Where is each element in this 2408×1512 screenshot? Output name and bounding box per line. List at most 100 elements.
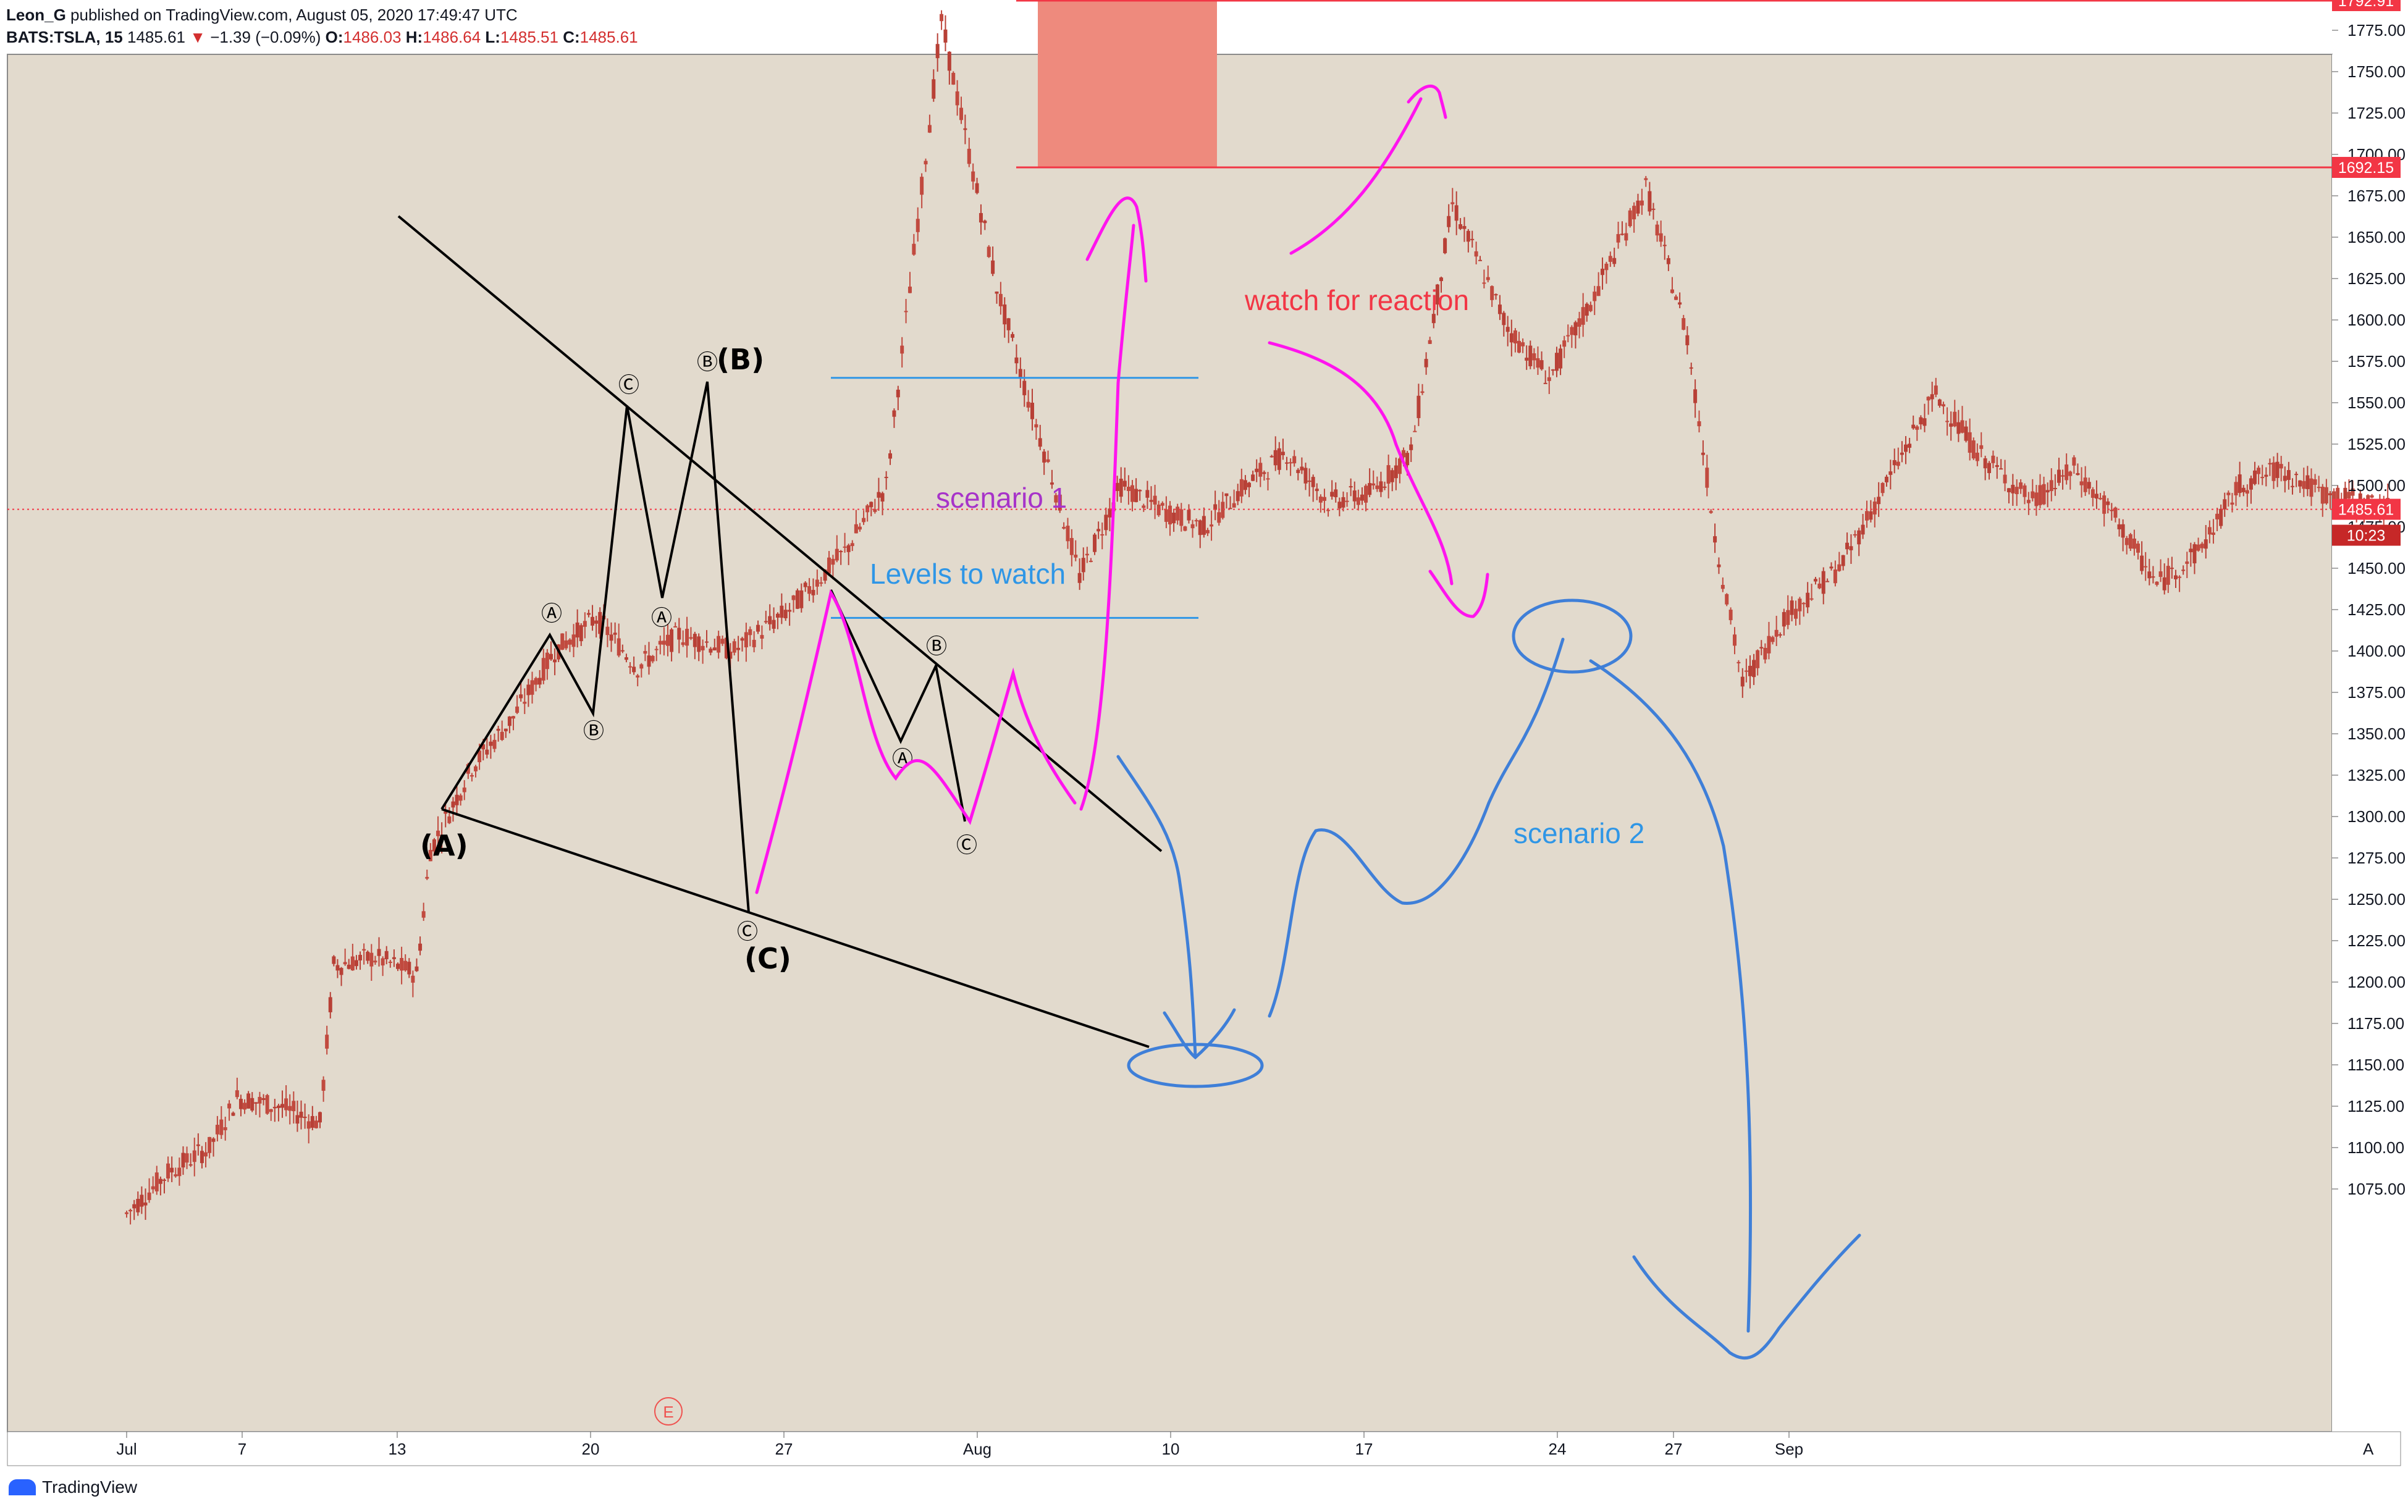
candle-body [2257, 468, 2261, 474]
candle-body [1869, 511, 1873, 520]
candle-body [455, 794, 459, 805]
y-tick-label: 1275.00 [2347, 849, 2406, 867]
y-tick-label: 1675.00 [2347, 187, 2406, 205]
candle-body [541, 658, 545, 681]
candle-body [2178, 576, 2182, 578]
scenario-2-arrowhead [1632, 1233, 1861, 1360]
price-axis[interactable] [2332, 54, 2401, 1432]
candle-body [1502, 313, 1506, 326]
candle-body [2019, 482, 2023, 489]
candle-body [1289, 462, 1293, 464]
auto-scale-button: A [2363, 1440, 2374, 1458]
candle-body [1651, 208, 1656, 210]
candle-body [1573, 322, 1578, 335]
scenario-2-path [1589, 659, 1753, 1333]
candle-body [1995, 465, 1999, 468]
candle-body [862, 518, 866, 523]
candle-body [568, 639, 572, 645]
candle-body [575, 622, 579, 638]
candle-body [125, 1212, 128, 1214]
candle-body [1767, 636, 1771, 653]
candle-body [354, 960, 358, 967]
candle-body [1790, 600, 1794, 615]
candle-body [670, 629, 674, 652]
scenario-1-arrowhead [1085, 196, 1148, 283]
candle-body [192, 1150, 196, 1162]
candle-body [1194, 520, 1198, 522]
candle-body [362, 949, 366, 951]
candle-body [1058, 494, 1062, 511]
candle-body [740, 638, 744, 641]
y-tick-label: 1300.00 [2347, 807, 2406, 826]
scenario-2-path [1268, 637, 1565, 1018]
candle-body [783, 610, 788, 618]
subwave-label: Ⓒ [618, 373, 639, 398]
candle-body [1490, 286, 1494, 300]
candle-body [803, 582, 807, 587]
y-tick-label: 1375.00 [2347, 683, 2406, 702]
y-tick-label: 1075.00 [2347, 1180, 2406, 1198]
candle-body [1794, 608, 1798, 619]
candle-body [458, 795, 463, 801]
candle-body [1160, 503, 1164, 506]
price-tag [2332, 0, 2401, 12]
candle-body [1447, 216, 1451, 227]
candle-body [1413, 430, 1417, 432]
candle-body [1725, 594, 1729, 605]
candle-body [1593, 292, 1597, 301]
candle-body [748, 629, 752, 636]
price-tag [2332, 524, 2401, 546]
candle-body [869, 502, 874, 508]
candle-body [1224, 493, 1229, 497]
candle-body [1142, 505, 1146, 508]
tradingview-logo[interactable]: TradingView [9, 1477, 137, 1497]
y-tick-label: 1525.00 [2347, 435, 2406, 453]
candle-body [1397, 458, 1402, 474]
chart-pane[interactable] [7, 54, 2333, 1432]
candle-body [154, 1172, 159, 1191]
last-price: 1485.61 [127, 28, 185, 46]
symbol-label[interactable]: BATS:TSLA, 15 [6, 28, 123, 46]
candle-body [1813, 579, 1817, 582]
candle-body [594, 620, 599, 624]
candle-body [143, 1202, 148, 1206]
candle-body [1482, 282, 1486, 284]
candle-body [1662, 245, 1667, 246]
candle-body [839, 551, 843, 553]
candle-body [857, 526, 862, 530]
candle-body [1360, 494, 1364, 501]
candle-body [2072, 457, 2076, 466]
y-tick-label: 1775.00 [2347, 21, 2406, 40]
candle-body [1956, 422, 1961, 434]
time-axis[interactable] [7, 1431, 2401, 1466]
candle-body [2045, 490, 2050, 493]
candle-body [1915, 426, 1919, 430]
candle-body [1857, 530, 1861, 545]
candle-body [1470, 238, 1475, 240]
candle-body [1210, 524, 1214, 527]
candle-body [1334, 489, 1338, 497]
candle-body [254, 1102, 258, 1104]
candle-body [2253, 470, 2257, 484]
candle-body [2245, 490, 2249, 494]
candle-body [1786, 610, 1790, 625]
candle-body [1315, 489, 1319, 492]
candle-body [1837, 564, 1842, 571]
publisher-name[interactable]: Leon_G [6, 6, 66, 24]
candle-body [1474, 251, 1478, 257]
candle-body [1585, 303, 1589, 316]
x-tick-label: 27 [1665, 1440, 1683, 1458]
candle-body [1685, 335, 1690, 345]
earnings-label: E [663, 1403, 673, 1421]
candle-body [1717, 564, 1721, 568]
candle-body [756, 624, 760, 632]
price-tags: 1792.91 1692.15 1485.61 10:23 [2332, 0, 2401, 546]
candle-body [1038, 438, 1042, 447]
price-tag [2332, 498, 2401, 520]
candle-body [485, 749, 489, 755]
candle-body [177, 1167, 182, 1177]
candle-body [2268, 463, 2272, 464]
candle-body [2298, 480, 2302, 487]
candle-body [752, 639, 756, 647]
